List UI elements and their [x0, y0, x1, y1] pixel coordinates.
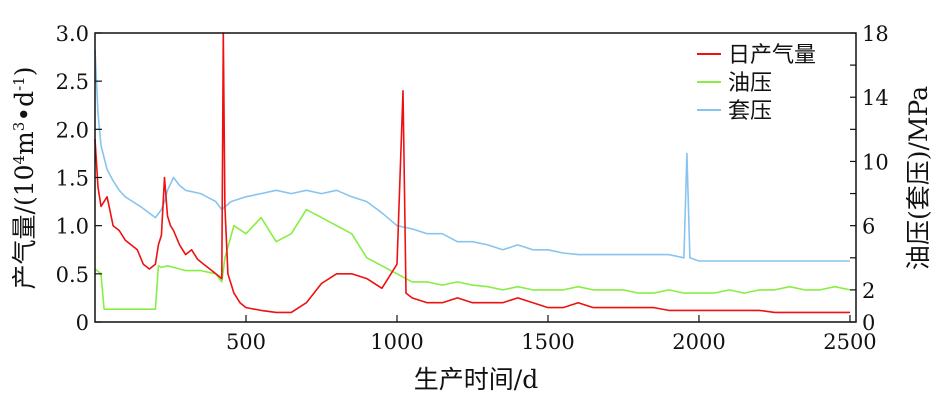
series-layer: [94, 32, 851, 314]
x-tick-label: 2500: [823, 330, 876, 354]
y-left-axis-label: 产气量/(104m3•d-1): [10, 67, 39, 290]
legend-label-gas: 日产气量: [728, 43, 816, 68]
y-right-tick-label: 2: [862, 279, 875, 303]
x-tick-label: 500: [226, 330, 266, 354]
series-gas-line: [94, 32, 850, 314]
legend: 日产气量 油压 套压: [697, 43, 816, 124]
ticks-layer: 500 1000 1500 2000 250000.51.01.52.02.53.002…: [56, 22, 889, 354]
x-tick-label: 2000: [672, 330, 725, 354]
y-right-tick-label: 10: [862, 150, 889, 174]
series-oil-pressure-line: [94, 208, 851, 311]
y-left-tick-label: 0.5: [56, 263, 89, 287]
y-left-tick-label: 1.5: [56, 167, 89, 191]
y-left-tick-label: 3.0: [56, 22, 89, 46]
y-left-tick-label: 1.0: [56, 215, 89, 239]
x-tick-label: 1000: [370, 330, 423, 354]
y-right-tick-label: 0: [862, 311, 875, 335]
y-right-tick-label: 18: [862, 22, 889, 46]
x-axis-label: 生产时间/d: [414, 365, 538, 394]
x-tick-label: 1500: [521, 330, 574, 354]
y-left-tick-label: 0: [76, 311, 89, 335]
legend-label-casing-pressure: 套压: [728, 99, 772, 124]
y-right-axis-label: 油压(套压)/MPa: [904, 86, 933, 270]
legend-label-oil-pressure: 油压: [728, 71, 772, 96]
y-right-tick-label: 14: [862, 86, 889, 110]
y-right-tick-label: 6: [862, 215, 875, 239]
y-left-tick-label: 2.0: [56, 118, 89, 142]
y-left-tick-label: 2.5: [56, 70, 89, 94]
